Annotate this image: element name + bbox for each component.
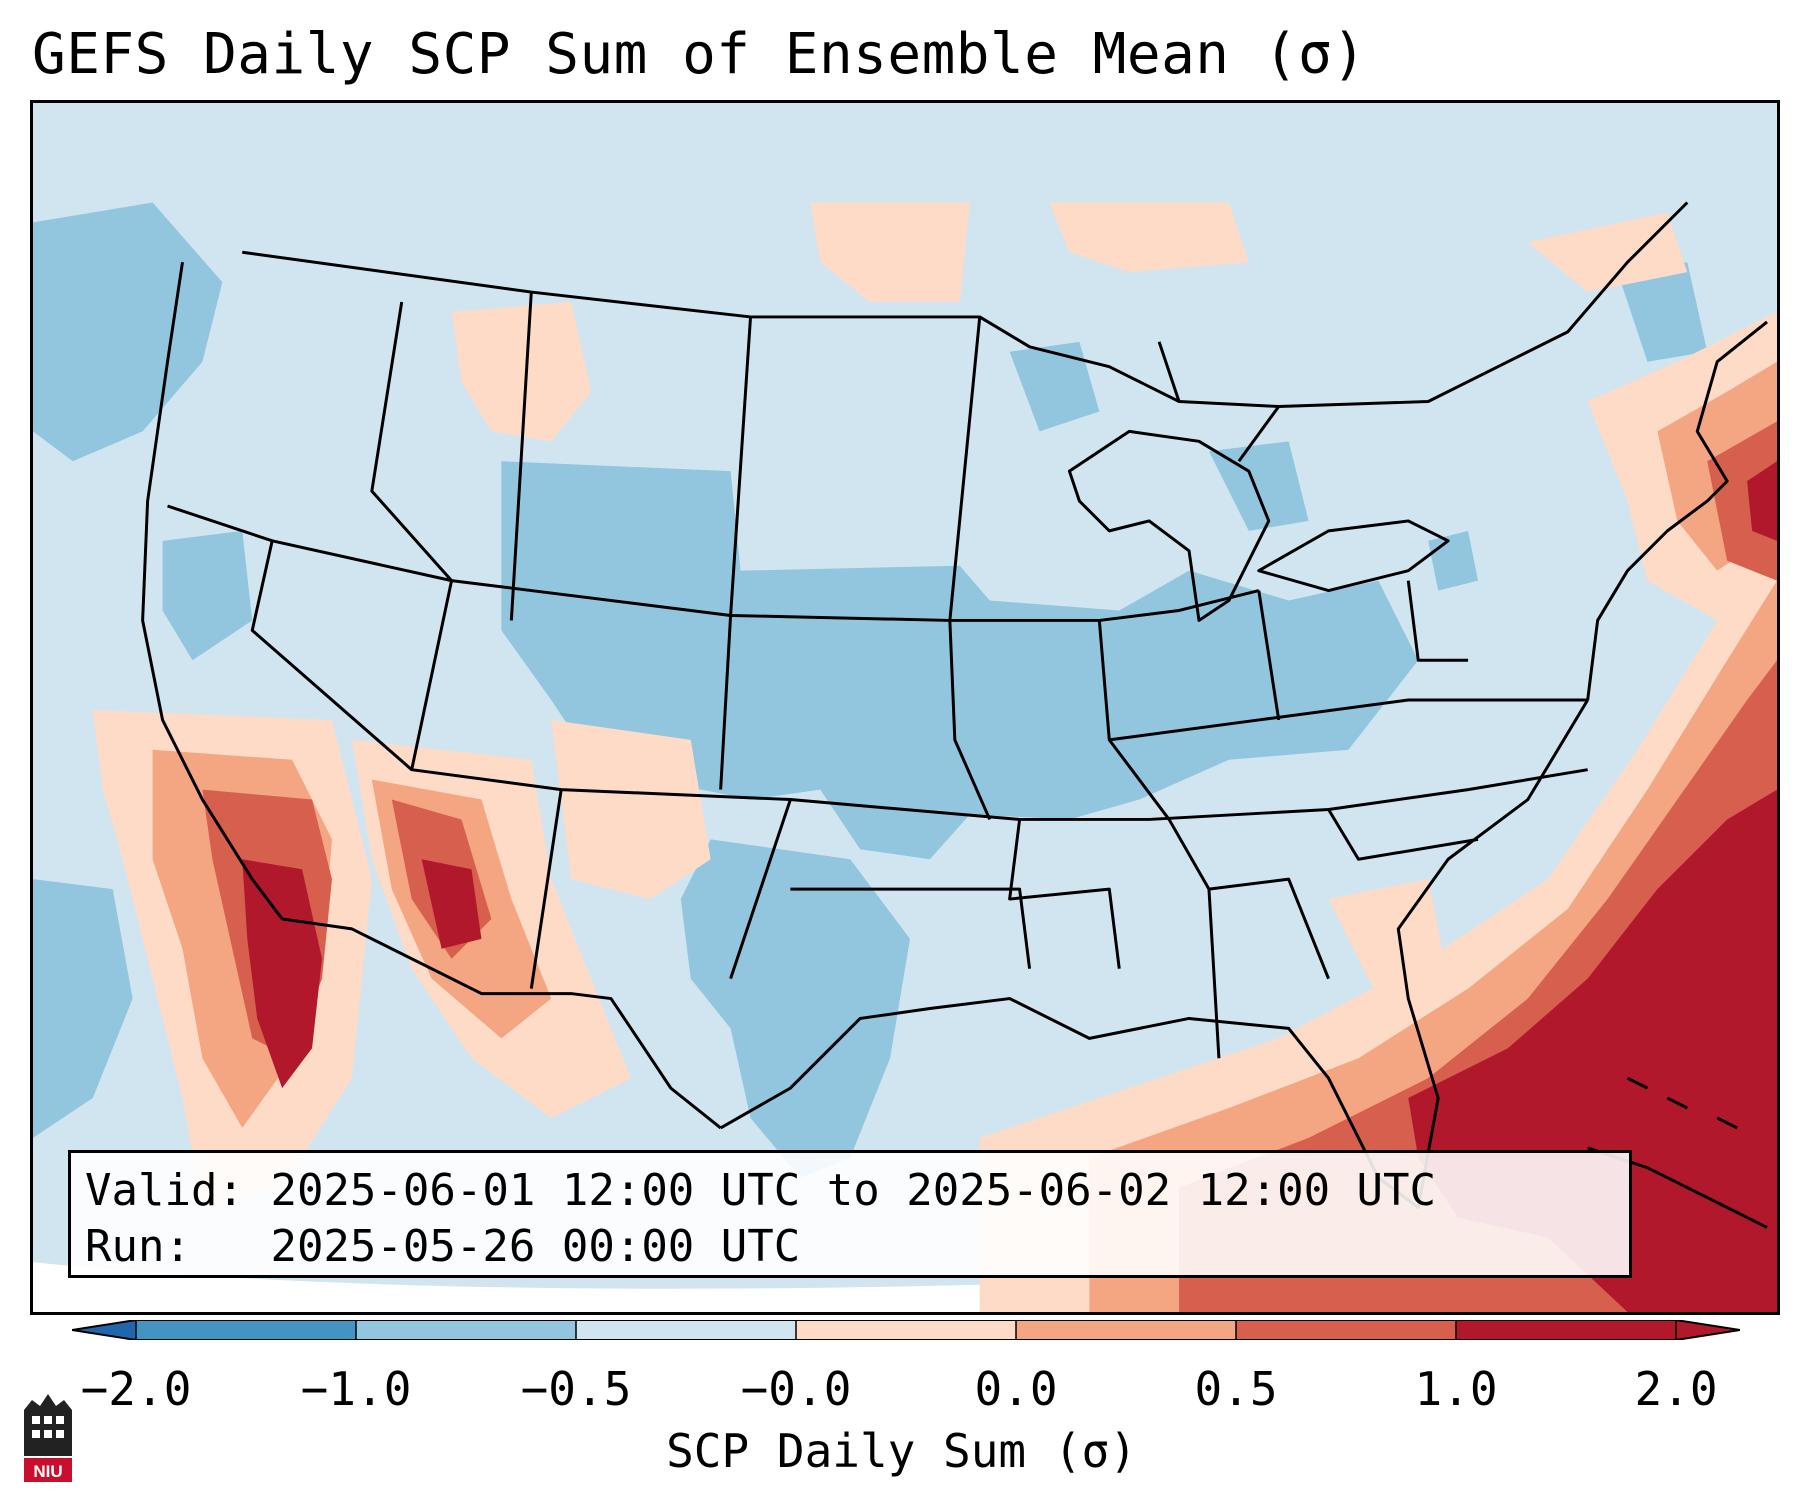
colorbar-segment <box>1236 1320 1457 1340</box>
colorbar <box>72 1320 1740 1340</box>
colorbar-tick-label: 2.0 <box>1634 1362 1718 1416</box>
logo-shield <box>24 1394 72 1456</box>
colorbar-segment <box>1016 1320 1237 1340</box>
niu-logo: NIU <box>24 1394 72 1482</box>
valid-label: Valid: <box>85 1165 244 1216</box>
colorbar-tick-label: 0.5 <box>1194 1362 1278 1416</box>
colorbar-segment <box>576 1320 797 1340</box>
colorbar-tick-label: −0.5 <box>520 1362 632 1416</box>
run-value: 2025-05-26 00:00 UTC <box>270 1221 801 1272</box>
colorbar-tick-label: −1.0 <box>300 1362 412 1416</box>
valid-value: 2025-06-01 12:00 UTC to 2025-06-02 12:00… <box>270 1165 1437 1216</box>
colorbar-segment <box>1456 1320 1677 1340</box>
scp-map <box>33 103 1777 1312</box>
colorbar-segment <box>356 1320 577 1340</box>
colorbar-tick-label: −0.0 <box>740 1362 852 1416</box>
map-title: GEFS Daily SCP Sum of Ensemble Mean (σ) <box>32 22 1367 87</box>
colorbar-tick-label: 0.0 <box>974 1362 1058 1416</box>
colorbar-segment <box>796 1320 1017 1340</box>
map-panel <box>30 100 1780 1315</box>
colorbar-segment <box>136 1320 357 1340</box>
run-label: Run: <box>85 1221 191 1272</box>
logo-banner <box>24 1458 72 1482</box>
colorbar-under-arrow <box>72 1320 136 1340</box>
valid-run-box: Valid: 2025-06-01 12:00 UTC to 2025-06-0… <box>68 1150 1632 1278</box>
colorbar-tick-label: 1.0 <box>1414 1362 1498 1416</box>
colorbar-label: SCP Daily Sum (σ) <box>666 1424 1137 1478</box>
colorbar-tick-label: −2.0 <box>80 1362 192 1416</box>
logo-text: NIU <box>33 1462 62 1481</box>
colorbar-over-arrow <box>1676 1320 1740 1340</box>
boundaries <box>141 201 1768 1210</box>
negative-anomaly-regions <box>33 202 1708 1178</box>
